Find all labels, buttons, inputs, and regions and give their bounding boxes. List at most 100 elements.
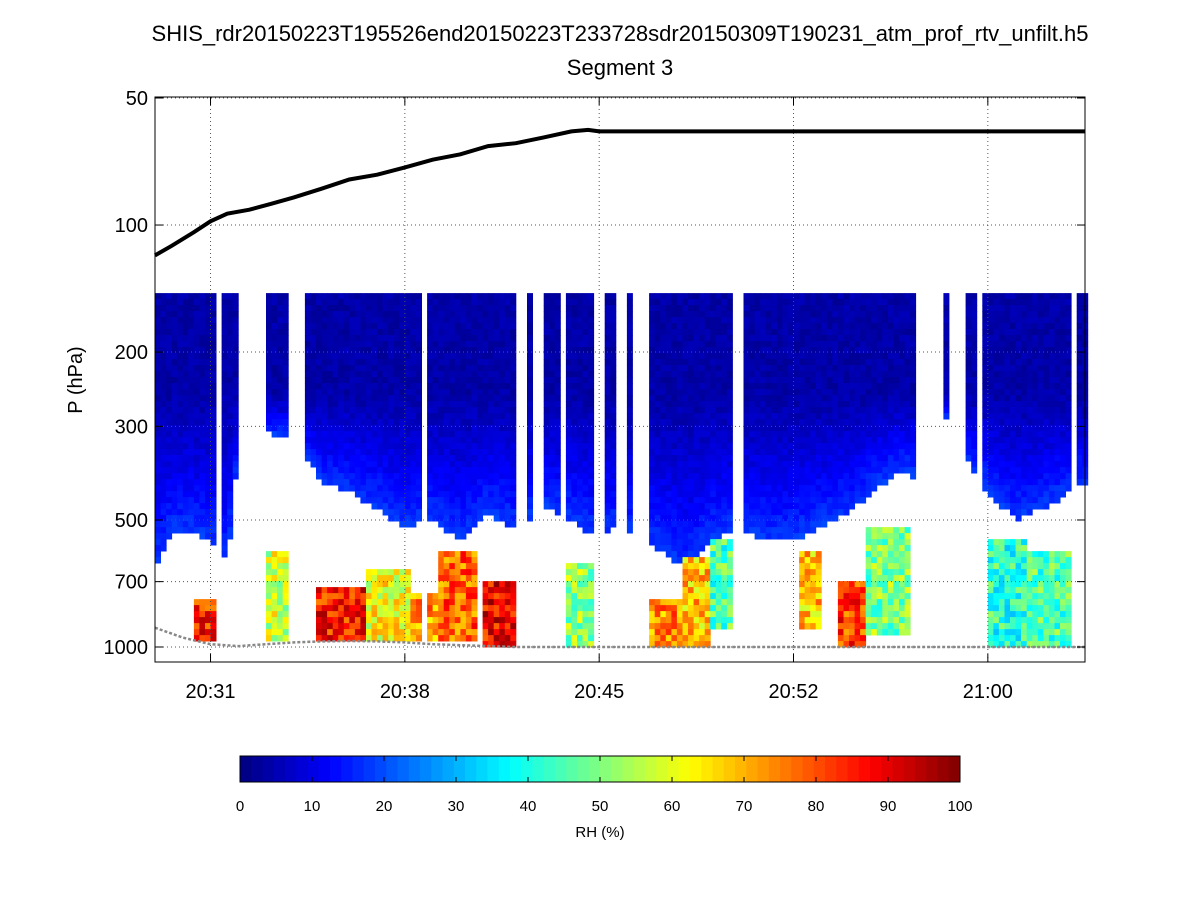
rh-cell	[582, 593, 589, 600]
rh-cell	[227, 311, 234, 318]
rh-cell	[371, 443, 378, 450]
rh-cell	[649, 305, 656, 312]
rh-cell	[177, 503, 184, 510]
rh-cell	[749, 467, 756, 474]
rh-cell	[432, 401, 439, 408]
rh-cell	[354, 293, 361, 300]
rh-cell	[543, 401, 550, 408]
rh-cell	[227, 473, 234, 480]
rh-cell	[465, 485, 472, 492]
rh-cell	[671, 515, 678, 522]
rh-cell	[377, 599, 384, 606]
rh-cell	[504, 503, 511, 510]
rh-cell	[837, 401, 844, 408]
rh-cell	[416, 617, 422, 624]
rh-cell	[410, 593, 417, 600]
rh-cell	[604, 329, 611, 336]
rh-cell	[626, 323, 633, 330]
rh-cell	[721, 611, 728, 618]
rh-cell	[749, 371, 756, 378]
rh-cell	[876, 359, 883, 366]
rh-cell	[854, 407, 861, 414]
rh-cell	[743, 509, 750, 516]
rh-cell	[527, 353, 533, 360]
rh-cell	[749, 335, 756, 342]
rh-cell	[388, 317, 395, 324]
rh-cell	[504, 419, 511, 426]
rh-cell	[377, 329, 384, 336]
rh-cell	[399, 431, 406, 438]
rh-cell	[604, 455, 611, 462]
rh-cell	[810, 437, 817, 444]
rh-cell	[205, 323, 211, 330]
rh-cell	[721, 359, 728, 366]
rh-cell	[837, 509, 844, 516]
rh-cell	[726, 359, 733, 366]
rh-cell	[404, 395, 411, 402]
rh-cell	[349, 605, 356, 612]
rh-cell	[488, 473, 495, 480]
rh-cell	[327, 419, 334, 426]
rh-cell	[749, 461, 756, 468]
rh-cell	[688, 359, 694, 366]
rh-cell	[776, 437, 783, 444]
rh-cell	[282, 569, 289, 576]
rh-cell	[316, 383, 322, 390]
rh-cell	[377, 461, 384, 468]
rh-cell	[743, 461, 750, 468]
rh-cell	[676, 545, 683, 552]
rh-cell	[199, 389, 206, 396]
rh-cell	[726, 407, 733, 414]
rh-cell	[432, 347, 439, 354]
rh-cell	[349, 461, 356, 468]
rh-cell	[815, 593, 822, 600]
rh-cell	[721, 425, 728, 432]
rh-cell	[565, 365, 572, 372]
rh-cell	[688, 353, 694, 360]
rh-cell	[232, 431, 239, 438]
rh-cell	[588, 599, 595, 606]
rh-cell	[671, 437, 678, 444]
rh-cell	[776, 359, 783, 366]
rh-cell	[454, 533, 461, 540]
rh-cell	[438, 395, 445, 402]
rh-cell	[271, 419, 278, 426]
rh-cell	[493, 461, 500, 468]
rh-cell	[404, 407, 411, 414]
rh-cell	[449, 617, 456, 624]
rh-cell	[527, 335, 533, 342]
rh-cell	[565, 617, 572, 624]
rh-cell	[499, 503, 506, 510]
rh-cell	[860, 605, 867, 612]
rh-cell	[843, 293, 850, 300]
rh-cell	[665, 551, 672, 558]
rh-cell	[443, 377, 450, 384]
rh-cell	[810, 593, 817, 600]
rh-cell	[432, 425, 439, 432]
rh-cell	[316, 323, 322, 330]
rh-cell	[465, 341, 472, 348]
rh-cell	[760, 347, 767, 354]
rh-cell	[321, 359, 328, 366]
rh-cell	[465, 575, 472, 582]
rh-cell	[460, 365, 467, 372]
rh-cell	[832, 425, 839, 432]
rh-cell	[626, 365, 633, 372]
rh-cell	[749, 491, 756, 498]
rh-cell	[527, 419, 533, 426]
rh-cell	[338, 413, 345, 420]
rh-cell	[577, 485, 583, 492]
rh-cell	[826, 455, 833, 462]
rh-cell	[166, 449, 173, 456]
rh-cell	[854, 305, 861, 312]
rh-cell	[810, 581, 817, 588]
rh-cell	[454, 623, 461, 630]
rh-cell	[721, 317, 728, 324]
rh-cell	[410, 491, 417, 498]
rh-cell	[782, 305, 789, 312]
rh-cell	[366, 485, 372, 492]
rh-cell	[549, 323, 556, 330]
rh-cell	[377, 305, 384, 312]
rh-cell	[499, 449, 506, 456]
rh-cell	[837, 443, 844, 450]
